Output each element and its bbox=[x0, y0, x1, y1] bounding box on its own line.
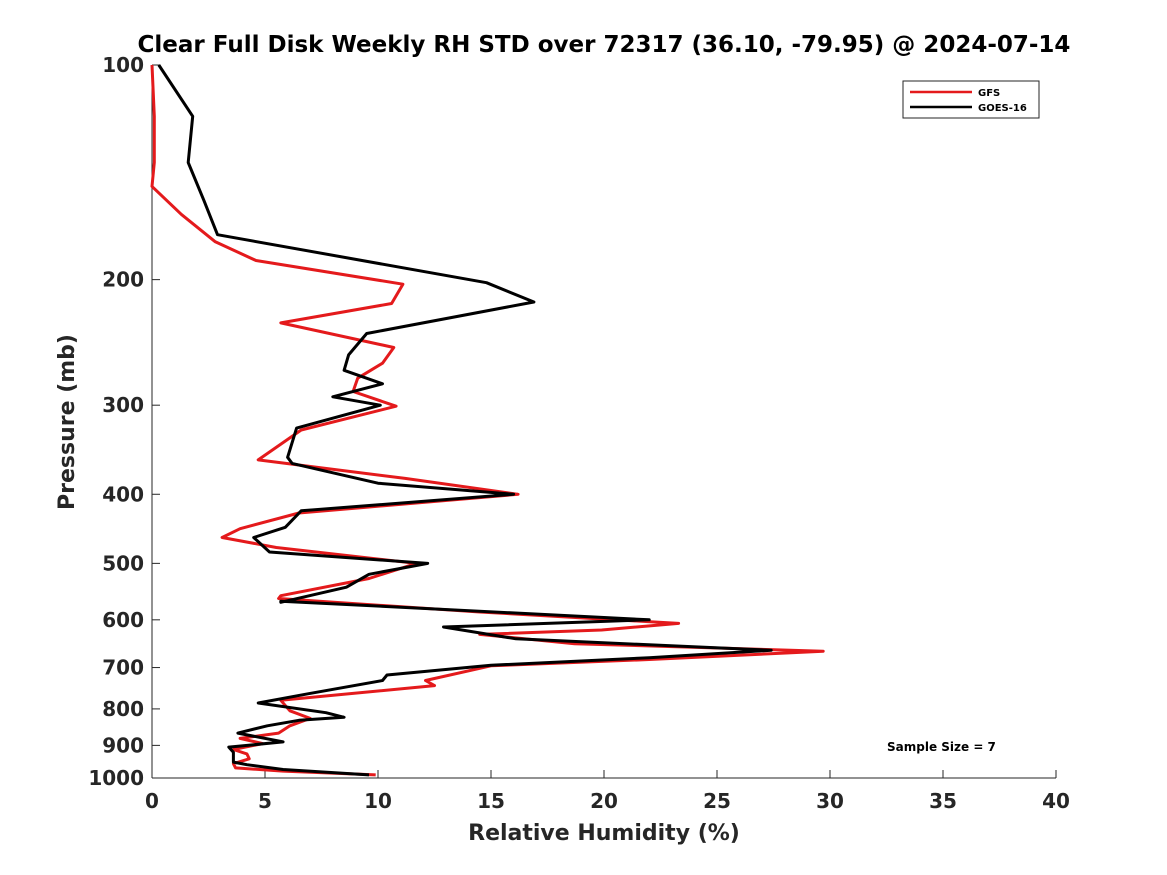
x-axis-label: Relative Humidity (%) bbox=[468, 821, 740, 846]
x-axis-ticks: 0 5 10 15 20 25 30 35 40 bbox=[145, 770, 1070, 813]
y-tick-label: 500 bbox=[102, 551, 144, 575]
y-tick-label: 100 bbox=[102, 53, 144, 77]
y-tick-label: 700 bbox=[102, 656, 144, 680]
legend-label-goes-16: GOES-16 bbox=[978, 103, 1027, 114]
series-layer bbox=[150, 64, 825, 777]
x-tick-label: 35 bbox=[929, 789, 957, 813]
legend-box bbox=[902, 80, 1040, 119]
legend-label-gfs: GFS bbox=[978, 88, 1000, 99]
chart-title: Clear Full Disk Weekly RH STD over 72317… bbox=[138, 32, 1071, 58]
y-tick-label: 300 bbox=[102, 393, 144, 417]
legend: GFS GOES-16 bbox=[902, 80, 1040, 119]
plot-area bbox=[152, 65, 1056, 778]
y-tick-label: 800 bbox=[102, 697, 144, 721]
y-tick-label: 400 bbox=[102, 482, 144, 506]
y-axis-ticks: 100 200 300 400 500 600 700 800 900 1000 bbox=[88, 53, 160, 790]
x-tick-label: 40 bbox=[1042, 789, 1070, 813]
x-tick-label: 10 bbox=[364, 789, 392, 813]
x-tick-label: 0 bbox=[145, 789, 159, 813]
x-tick-label: 30 bbox=[816, 789, 844, 813]
x-tick-label: 5 bbox=[258, 789, 272, 813]
x-tick-label: 20 bbox=[590, 789, 618, 813]
y-tick-label: 600 bbox=[102, 608, 144, 632]
sample-size-annotation: Sample Size = 7 bbox=[887, 740, 996, 754]
y-tick-label: 1000 bbox=[88, 766, 144, 790]
y-tick-label: 900 bbox=[102, 733, 144, 757]
y-axis-label: Pressure (mb) bbox=[55, 334, 80, 510]
x-tick-label: 15 bbox=[477, 789, 505, 813]
series-line-goes-16 bbox=[157, 64, 773, 777]
y-tick-label: 200 bbox=[102, 268, 144, 292]
x-tick-label: 25 bbox=[703, 789, 731, 813]
